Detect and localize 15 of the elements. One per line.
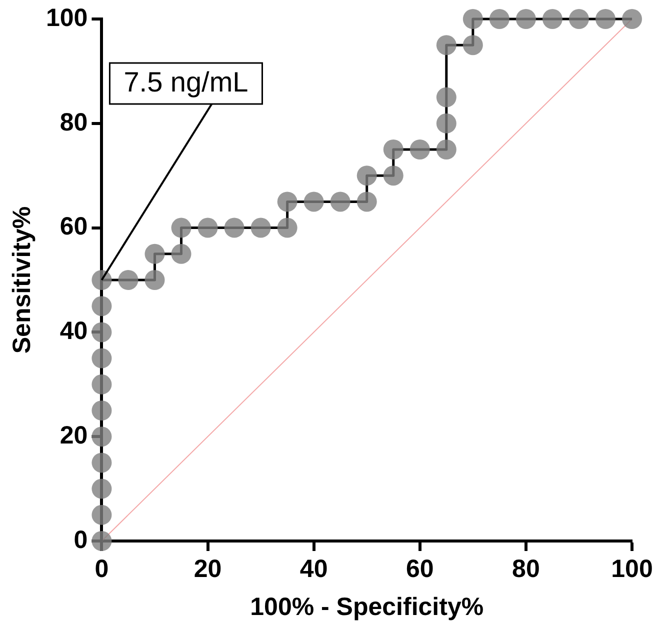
x-axis-title: 100% - Specificity% [250,592,484,621]
y-tick-label: 20 [60,421,88,450]
y-tick-label: 0 [74,526,88,554]
y-axis-title: Sensitivity% [8,206,36,354]
x-tick-label: 60 [406,554,434,583]
x-tick-label: 0 [94,554,109,583]
x-tick-label: 80 [512,554,540,583]
x-tick-label: 20 [194,554,222,583]
y-tick-label: 80 [60,108,88,136]
y-tick-label: 40 [60,317,88,346]
annotation: 7.5 ng/mL [124,66,248,98]
y-tick-label: 100 [46,4,88,32]
x-tick-label: 100 [611,554,653,583]
y-tick-label: 60 [60,212,88,241]
x-tick-label: 40 [300,554,328,583]
